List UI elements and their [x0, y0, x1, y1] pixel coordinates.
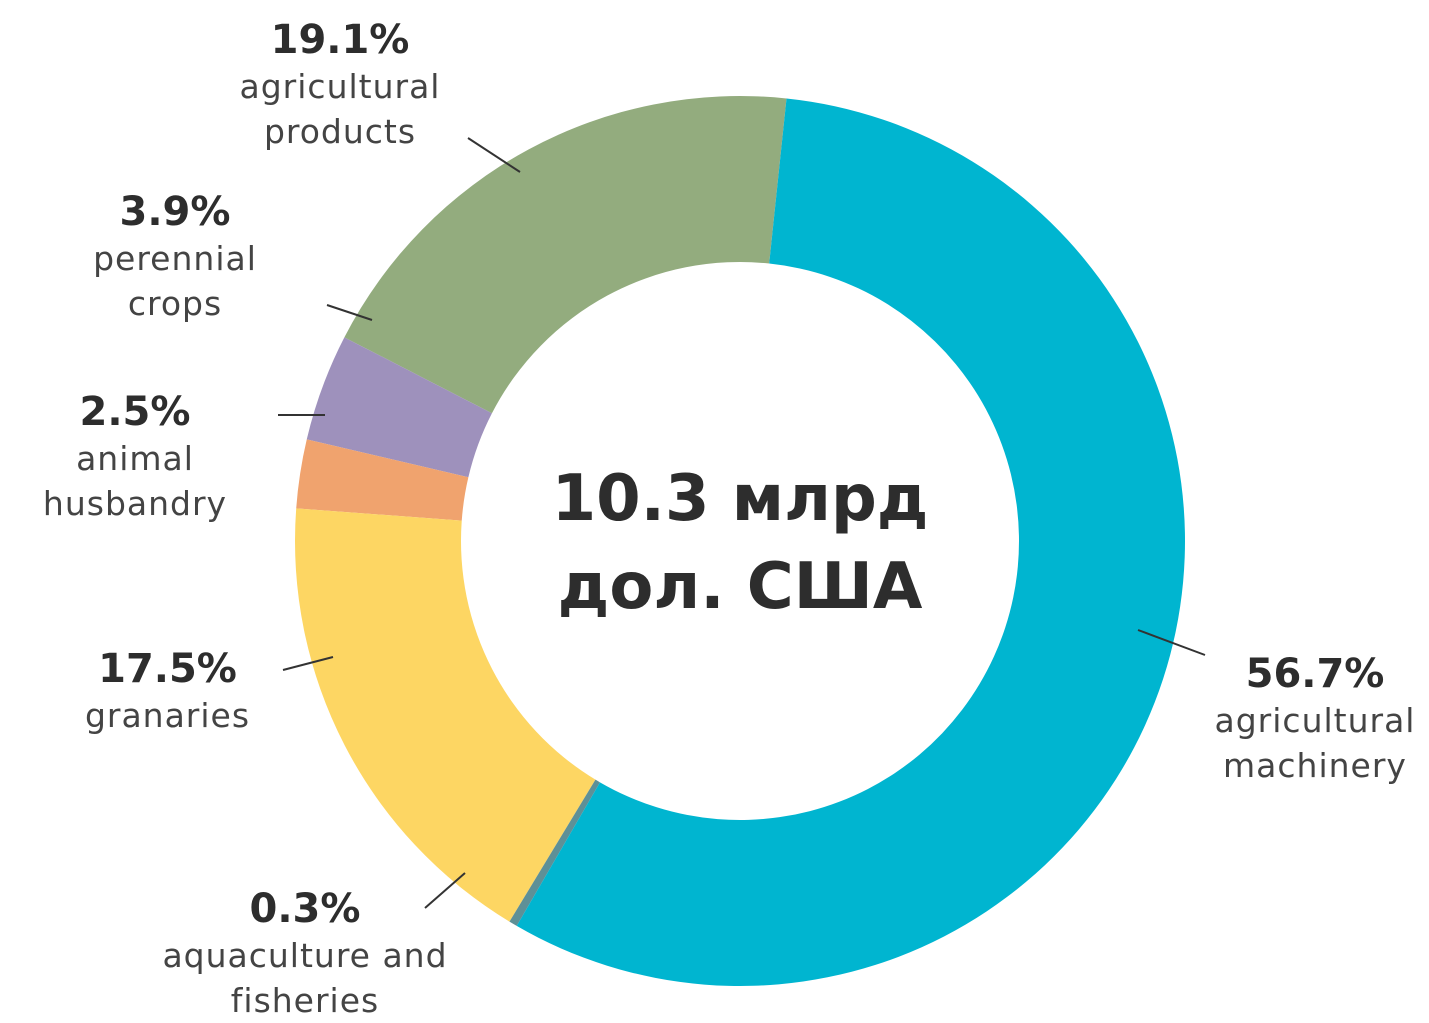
donut-segment [516, 98, 1185, 987]
value-label: 17.5% [98, 646, 237, 692]
value-label: 0.3% [249, 886, 361, 932]
leader-line [282, 656, 334, 671]
category-label: agricultural machinery [1214, 701, 1416, 785]
category-label: aquaculture and fisheries [162, 936, 448, 1020]
donut-segment [509, 779, 600, 926]
donut-segment [344, 95, 787, 414]
category-label: perennial crops [93, 239, 257, 323]
value-label: 3.9% [119, 189, 231, 235]
slice-label: 3.9% perennial crops [75, 188, 275, 326]
slice-label: 0.3% aquaculture and fisheries [140, 885, 470, 1023]
leader-line [326, 304, 373, 321]
value-label: 19.1% [270, 17, 410, 63]
category-label: animal husbandry [42, 439, 228, 523]
center-label: 10.3 млрд дол. США [551, 462, 929, 624]
slice-label: 19.1% agricultural products [220, 16, 460, 154]
slice-label: 17.5% granaries [60, 645, 275, 738]
donut-segment [296, 439, 469, 521]
leader-line [467, 137, 521, 173]
value-label: 2.5% [79, 389, 191, 435]
donut-segment [306, 337, 492, 478]
leader-line [1137, 629, 1206, 656]
leader-line [424, 872, 466, 909]
category-label: agricultural products [239, 67, 441, 151]
category-label: granaries [84, 696, 251, 735]
slice-label: 2.5% animal husbandry [25, 388, 245, 526]
slice-label: 56.7% agricultural machinery [1195, 650, 1429, 788]
donut-segment [295, 508, 596, 922]
value-label: 56.7% [1245, 651, 1385, 697]
